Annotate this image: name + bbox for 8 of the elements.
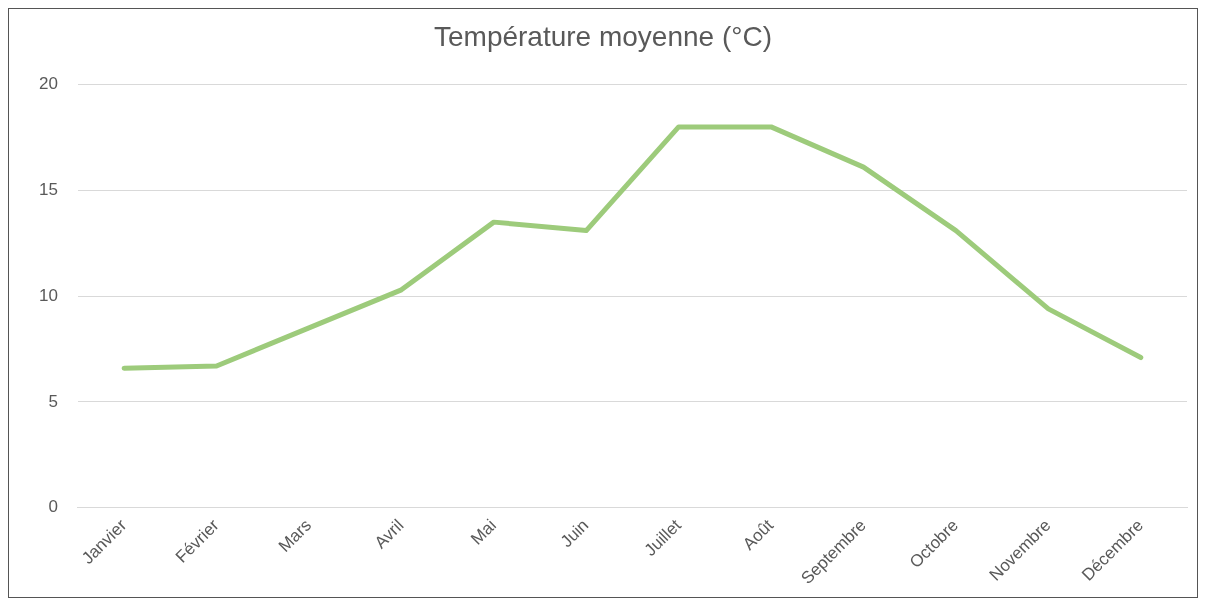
y-tick-label: 10 [38, 285, 58, 305]
y-tick-label: 20 [38, 74, 58, 94]
x-tick-label: Juin [556, 515, 593, 552]
x-tick-label: Mai [467, 515, 500, 549]
chart-title: Température moyenne (°C) [434, 20, 772, 52]
y-tick-label: 5 [48, 391, 58, 411]
y-tick-label: 0 [48, 497, 58, 517]
y-tick-label: 15 [38, 180, 58, 200]
